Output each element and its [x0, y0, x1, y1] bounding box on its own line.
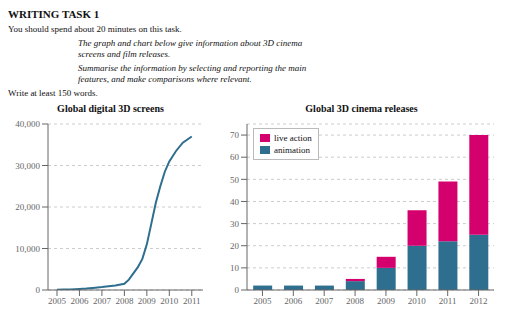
- svg-text:0: 0: [36, 285, 41, 295]
- svg-text:20: 20: [230, 241, 240, 251]
- svg-text:10: 10: [230, 263, 240, 273]
- svg-text:20,000: 20,000: [15, 202, 40, 212]
- svg-text:2006: 2006: [284, 296, 303, 306]
- svg-text:2009: 2009: [377, 296, 396, 306]
- html-text:Global digital 3D screens: Global digital 3D screens: [57, 103, 164, 114]
- html-text:animation: animation: [274, 145, 310, 155]
- svg-text:2011: 2011: [439, 296, 457, 306]
- svg-text:30,000: 30,000: [15, 161, 40, 171]
- svg-text:40: 40: [230, 197, 240, 207]
- svg-text:2010: 2010: [408, 296, 427, 306]
- html-text:The graph and chart below give: The graph and chart below give informati…: [78, 38, 303, 59]
- svg-text:60: 60: [230, 152, 240, 162]
- svg-text:2007: 2007: [315, 296, 334, 306]
- html-text:WRITING TASK 1: WRITING TASK 1: [8, 8, 100, 20]
- html-text:Global 3D cinema releases: Global 3D cinema releases: [305, 103, 418, 114]
- svg-text:70: 70: [230, 130, 240, 140]
- svg-text:2010: 2010: [160, 296, 179, 306]
- html-text:live action: live action: [274, 133, 312, 143]
- svg-text:2007: 2007: [93, 296, 112, 306]
- svg-text:2011: 2011: [183, 296, 201, 306]
- svg-text:2008: 2008: [346, 296, 365, 306]
- svg-text:2009: 2009: [138, 296, 157, 306]
- html-text:Write at least 150 words.: Write at least 150 words.: [8, 88, 98, 98]
- html-text:You should spend about 20 minu: You should spend about 20 minutes on thi…: [8, 24, 182, 34]
- svg-text:0: 0: [235, 285, 240, 295]
- svg-text:2005: 2005: [48, 296, 67, 306]
- svg-text:2008: 2008: [115, 296, 134, 306]
- svg-text:2006: 2006: [70, 296, 89, 306]
- svg-text:10,000: 10,000: [15, 244, 40, 254]
- svg-text:2005: 2005: [253, 296, 272, 306]
- svg-text:2012: 2012: [470, 296, 488, 306]
- html-text:Summarise the information by s: Summarise the information by selecting a…: [78, 63, 307, 84]
- svg-text:30: 30: [230, 219, 240, 229]
- svg-text:50: 50: [230, 175, 240, 185]
- svg-text:40,000: 40,000: [15, 119, 40, 129]
